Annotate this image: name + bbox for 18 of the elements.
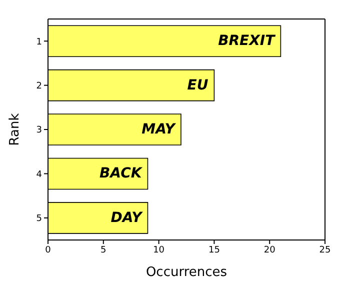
annotation: BREXIT — [218, 33, 276, 50]
x-tick-label: 5 — [100, 245, 106, 256]
y-tick-label: 2 — [36, 81, 42, 92]
annotation: MAY — [142, 122, 177, 138]
x-axis-title: Occurrences — [146, 265, 228, 280]
y-tick-label: 5 — [36, 214, 42, 224]
annotation: DAY — [110, 210, 144, 226]
x-tick-label: 0 — [45, 245, 52, 256]
y-axis-title: Rank — [8, 112, 23, 146]
x-tick-label: 25 — [319, 245, 331, 256]
x-tick-label: 10 — [153, 245, 165, 256]
annotation: EU — [187, 77, 209, 94]
y-tick-label: 3 — [36, 126, 42, 136]
y-tick-label: 4 — [36, 170, 42, 180]
x-tick-label: 20 — [264, 245, 276, 256]
x-tick-label: 15 — [208, 245, 220, 256]
annotation: BACK — [100, 166, 143, 182]
y-tick-label: 1 — [36, 37, 42, 48]
